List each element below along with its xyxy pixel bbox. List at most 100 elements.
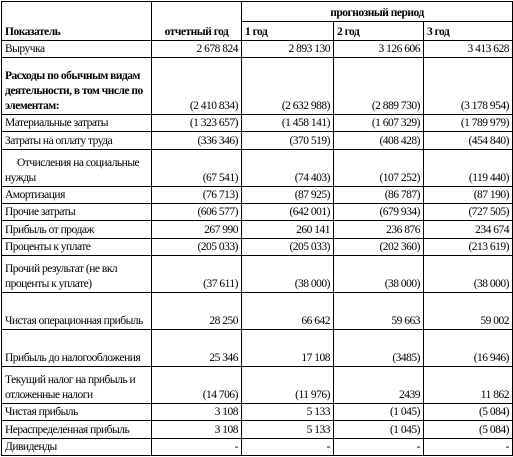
cell-value: 267 990 <box>151 220 242 239</box>
table-row: Материальные затраты (1 323 657) (1 458 … <box>1 113 513 133</box>
cell-value: 3 108 <box>151 402 242 422</box>
cell-value: (213 619) <box>423 237 513 257</box>
cell-value: (3485) <box>333 328 424 367</box>
cell-value: (336 346) <box>151 131 242 150</box>
cell-value: (370 519) <box>241 131 334 150</box>
row-label: Затраты на оплату труда <box>1 131 152 150</box>
cell-value: (642 001) <box>241 202 334 222</box>
header-year-3: 3 год <box>423 20 513 42</box>
cell-value: (38 000) <box>241 255 334 294</box>
header-year-1: 1 год <box>241 20 334 42</box>
table-row: Проценты к уплате (205 033) (205 033) (2… <box>1 237 513 257</box>
cell-value: (2 632 988) <box>241 57 334 115</box>
row-label: Прибыль до налогообложения <box>1 328 152 367</box>
cell-value: (606 577) <box>151 202 242 222</box>
table-row: Чистая операционная прибыль 28 250 66 64… <box>1 292 513 330</box>
row-label: Отчисления на социальные нужды <box>1 148 152 187</box>
cell-value: (74 403) <box>241 148 334 187</box>
table-row: Дивиденды - - - - <box>1 437 513 457</box>
cell-value: 59 663 <box>333 292 424 330</box>
header-year-2: 2 год <box>333 20 424 42</box>
table-row: Расходы по обычным видам деятельности, в… <box>1 57 513 115</box>
cell-value: - <box>333 437 424 457</box>
cell-value: (1 789 979) <box>423 113 513 133</box>
cell-value: (87 190) <box>423 185 513 204</box>
header-reporting-year: отчетный год <box>151 0 242 42</box>
row-label: Нераспределенная прибыль <box>1 420 152 439</box>
cell-value: (14 706) <box>151 365 242 404</box>
row-label: Прочий результат (не вкл проценты к упла… <box>1 255 152 294</box>
cell-value: 2 893 130 <box>241 40 334 59</box>
cell-value: (119 440) <box>423 148 513 187</box>
row-label: Расходы по обычным видам деятельности, в… <box>1 57 152 115</box>
table-row: Прочий результат (не вкл проценты к упла… <box>1 255 513 294</box>
cell-value: 5 133 <box>241 420 334 439</box>
cell-value: 3 413 628 <box>423 40 513 59</box>
table-row: Нераспределенная прибыль 3 108 5 133 (1 … <box>1 420 513 439</box>
cell-value: (11 976) <box>241 365 334 404</box>
table-row: Чистая прибыль 3 108 5 133 (1 045) (5 08… <box>1 402 513 422</box>
cell-value: 59 002 <box>423 292 513 330</box>
cell-value: 2 678 824 <box>151 40 242 59</box>
cell-value: (1 045) <box>333 402 424 422</box>
header-forecast-period: прогнозный период <box>241 1 513 22</box>
table-row: Прочие затраты (606 577) (642 001) (679 … <box>1 202 513 222</box>
cell-value: (37 611) <box>151 255 242 294</box>
row-label: Прибыль от продаж <box>1 220 152 239</box>
cell-value: (202 360) <box>333 237 424 257</box>
cell-value: (67 541) <box>151 148 242 187</box>
cell-value: (205 033) <box>151 237 242 257</box>
cell-value: (1 045) <box>333 420 424 439</box>
table-row: Текущий налог на прибыль и отложенные на… <box>1 365 513 404</box>
header-row-1: Показатель отчетный год прогнозный перио… <box>1 0 513 42</box>
cell-value: 236 876 <box>333 220 424 239</box>
cell-value: (86 787) <box>333 185 424 204</box>
cell-value: (679 934) <box>333 202 424 222</box>
row-label: Материальные затраты <box>1 113 152 133</box>
row-label: Выручка <box>1 40 152 59</box>
cell-value: (1 323 657) <box>151 113 242 133</box>
cell-value: (454 840) <box>423 131 513 150</box>
cell-value: 66 642 <box>241 292 334 330</box>
cell-value: (38 000) <box>333 255 424 294</box>
cell-value: 3 126 606 <box>333 40 424 59</box>
table-row: Выручка 2 678 824 2 893 130 3 126 606 3 … <box>1 40 513 59</box>
cell-value: 11 862 <box>423 365 513 404</box>
header-indicator: Показатель <box>1 0 152 42</box>
table-row: Прибыль от продаж 267 990 260 141 236 87… <box>1 220 513 239</box>
cell-value: (408 428) <box>333 131 424 150</box>
cell-value: - <box>151 437 242 457</box>
row-label: Чистая прибыль <box>1 402 152 422</box>
cell-value: (5 084) <box>423 402 513 422</box>
table-row: Затраты на оплату труда (336 346) (370 5… <box>1 131 513 150</box>
cell-value: 2439 <box>333 365 424 404</box>
cell-value: (2 410 834) <box>151 57 242 115</box>
row-label: Проценты к уплате <box>1 237 152 257</box>
cell-value: - <box>241 437 334 457</box>
row-label: Амортизация <box>1 185 152 204</box>
cell-value: 5 133 <box>241 402 334 422</box>
cell-value: 3 108 <box>151 420 242 439</box>
cell-value: (5 084) <box>423 420 513 439</box>
cell-value: 234 674 <box>423 220 513 239</box>
cell-value: (107 252) <box>333 148 424 187</box>
cell-value: (1 607 329) <box>333 113 424 133</box>
cell-value: (727 505) <box>423 202 513 222</box>
cell-value: (16 946) <box>423 328 513 367</box>
cell-value: (2 889 730) <box>333 57 424 115</box>
cell-value: (38 000) <box>423 255 513 294</box>
cell-value: 25 346 <box>151 328 242 367</box>
table-row: Отчисления на социальные нужды (67 541) … <box>1 148 513 187</box>
cell-value: (3 178 954) <box>423 57 513 115</box>
row-label: Чистая операционная прибыль <box>1 292 152 330</box>
cell-value: (76 713) <box>151 185 242 204</box>
cell-value: - <box>423 437 513 457</box>
row-label: Дивиденды <box>1 437 152 457</box>
cell-value: 17 108 <box>241 328 334 367</box>
cell-value: 28 250 <box>151 292 242 330</box>
row-label: Прочие затраты <box>1 202 152 222</box>
cell-value: (205 033) <box>241 237 334 257</box>
cell-value: (1 458 141) <box>241 113 334 133</box>
table-row: Амортизация (76 713) (87 925) (86 787) (… <box>1 185 513 204</box>
